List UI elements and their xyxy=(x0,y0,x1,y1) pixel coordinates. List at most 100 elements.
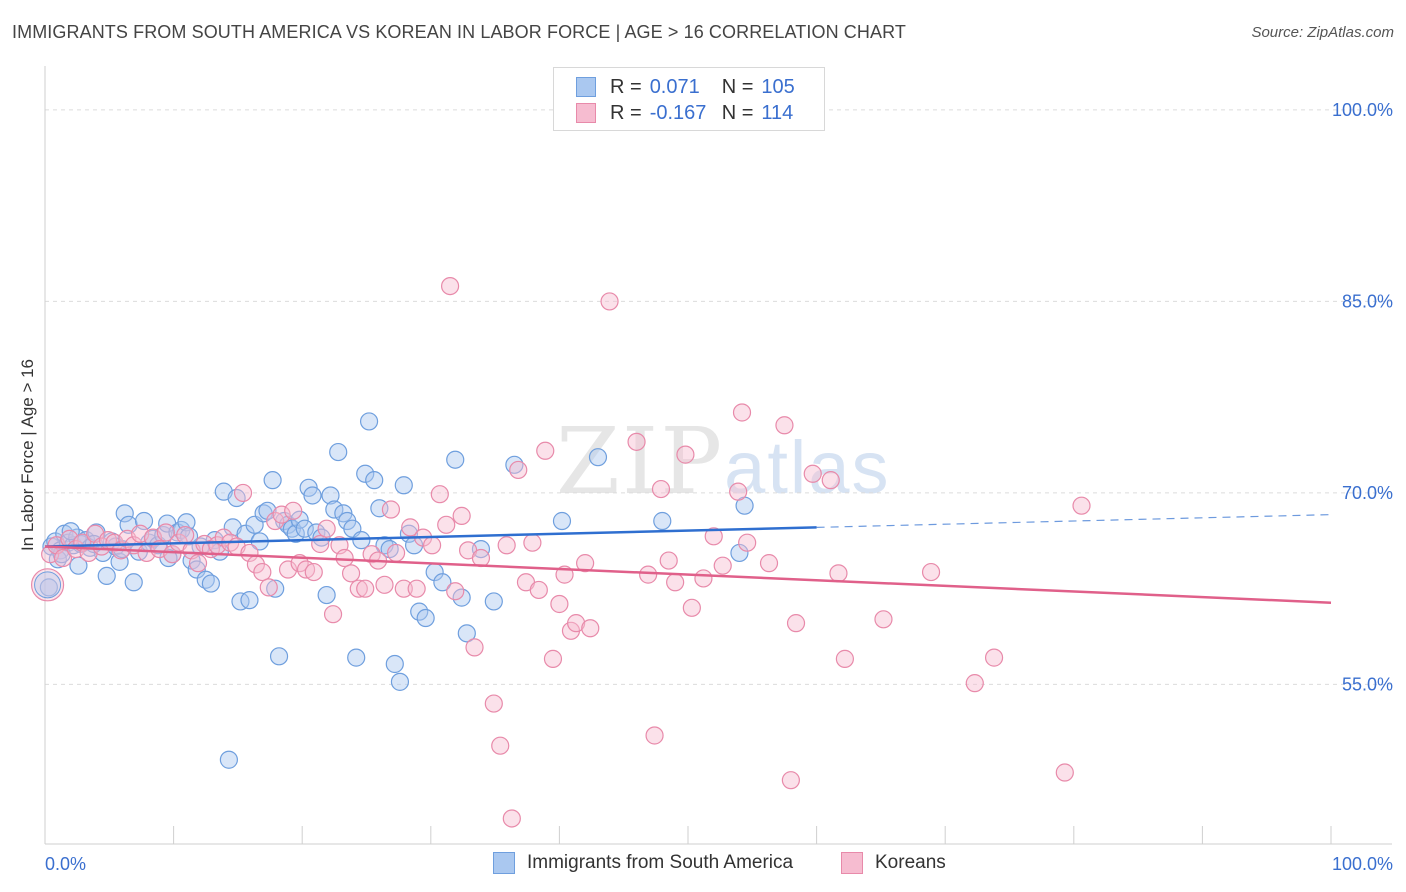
data-point xyxy=(588,448,608,467)
data-point xyxy=(653,511,672,531)
tick-labels: 55.0% 70.0% 85.0% 100.0% 0.0% 100.0% xyxy=(45,100,1393,874)
data-point xyxy=(471,548,491,568)
trend-line-south-america-extension xyxy=(816,514,1332,528)
r-label: R = xyxy=(610,75,642,98)
data-point xyxy=(457,624,476,643)
data-point xyxy=(430,485,449,504)
data-point xyxy=(263,471,282,490)
data-point xyxy=(115,504,134,523)
data-point xyxy=(659,551,678,570)
stats-legend-row-south-america: R = 0.071 N = 105 xyxy=(576,75,795,99)
data-point xyxy=(381,500,401,519)
data-point xyxy=(295,519,314,538)
data-point xyxy=(356,579,375,598)
data-point xyxy=(465,638,484,657)
series-legend: Immigrants from South America Koreans xyxy=(0,852,1406,878)
data-point xyxy=(341,564,361,583)
data-point xyxy=(321,486,340,505)
data-point xyxy=(290,510,309,529)
data-point xyxy=(375,575,394,594)
data-point xyxy=(704,527,723,546)
data-point xyxy=(258,501,277,520)
data-point xyxy=(576,554,595,573)
data-point xyxy=(965,674,984,693)
data-point xyxy=(452,506,471,525)
data-point xyxy=(219,750,238,769)
data-point xyxy=(440,276,460,296)
data-point xyxy=(365,471,384,490)
data-point xyxy=(484,592,503,611)
data-point xyxy=(233,483,253,503)
data-point xyxy=(821,471,840,490)
legend-label: Koreans xyxy=(875,852,946,873)
data-point xyxy=(775,416,794,435)
data-point xyxy=(491,736,510,755)
data-point xyxy=(803,464,822,483)
data-point xyxy=(176,525,195,545)
data-point xyxy=(639,565,658,584)
data-point xyxy=(676,445,695,464)
r-value: -0.167 xyxy=(649,101,707,124)
data-point xyxy=(30,568,65,602)
data-point xyxy=(359,412,379,431)
data-point xyxy=(323,605,343,624)
data-point xyxy=(163,545,182,564)
data-point xyxy=(738,533,757,552)
data-point xyxy=(529,580,548,600)
data-point xyxy=(304,562,323,582)
n-label: N = xyxy=(721,75,754,98)
data-point xyxy=(187,560,206,579)
data-point xyxy=(1055,763,1074,782)
data-point xyxy=(645,726,664,745)
data-point xyxy=(385,654,404,674)
legend-swatch-south-america xyxy=(576,77,596,97)
data-point xyxy=(266,579,285,598)
trend-line-south-america xyxy=(44,526,817,548)
chart-title: IMMIGRANTS FROM SOUTH AMERICA VS KOREAN … xyxy=(12,22,906,42)
data-point xyxy=(543,649,563,668)
data-point xyxy=(786,614,806,633)
data-point xyxy=(627,432,646,451)
y-tick-label: 85.0% xyxy=(1342,291,1393,311)
data-point xyxy=(53,548,73,568)
data-point xyxy=(682,598,701,617)
data-point xyxy=(201,574,220,593)
data-point xyxy=(497,536,516,555)
legend-swatch-koreans xyxy=(841,852,863,874)
data-point xyxy=(921,562,941,582)
data-point xyxy=(536,441,555,460)
data-point xyxy=(502,809,521,828)
stats-legend: R = 0.071 N = 105 R = -0.167 N = 114 xyxy=(553,67,825,131)
n-label: N = xyxy=(721,101,754,124)
legend-swatch-koreans xyxy=(576,103,596,123)
legend-swatch-south-america xyxy=(493,852,515,874)
data-point xyxy=(829,564,848,583)
r-value: 0.071 xyxy=(649,75,700,98)
trend-line-koreans xyxy=(44,545,1332,604)
data-point xyxy=(317,585,336,605)
data-point xyxy=(552,511,572,531)
n-value: 105 xyxy=(761,75,795,98)
data-point xyxy=(272,505,291,524)
legend-item-south-america: Immigrants from South America xyxy=(493,852,793,874)
legend-label: Immigrants from South America xyxy=(527,852,794,873)
data-point xyxy=(240,591,259,610)
data-point xyxy=(407,579,426,598)
r-label: R = xyxy=(610,101,642,124)
data-point xyxy=(666,573,685,592)
data-point xyxy=(729,482,748,501)
data-point xyxy=(550,594,569,614)
data-point xyxy=(352,531,371,550)
data-point xyxy=(694,569,713,588)
legend-item-koreans: Koreans xyxy=(841,852,946,874)
data-point xyxy=(759,554,779,573)
data-point xyxy=(284,501,303,520)
data-point xyxy=(311,534,330,554)
data-point xyxy=(1072,496,1091,515)
data-point xyxy=(124,573,143,592)
data-point xyxy=(422,536,442,555)
data-point xyxy=(97,566,116,586)
data-point xyxy=(269,647,289,666)
n-value: 114 xyxy=(761,101,794,124)
